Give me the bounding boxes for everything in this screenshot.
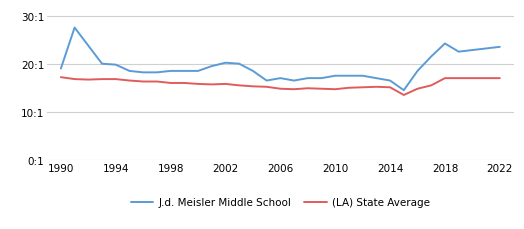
J.d. Meisler Middle School (264, 80, 270, 83)
J.d. Meisler Middle School (387, 80, 393, 83)
J.d. Meisler Middle School (195, 70, 201, 73)
(LA) State Average (195, 83, 201, 86)
(LA) State Average (126, 80, 133, 83)
(LA) State Average (168, 82, 174, 85)
J.d. Meisler Middle School (332, 75, 339, 78)
J.d. Meisler Middle School (401, 89, 407, 92)
(LA) State Average (58, 76, 64, 79)
J.d. Meisler Middle School (154, 72, 160, 74)
(LA) State Average (455, 77, 462, 80)
J.d. Meisler Middle School (428, 56, 434, 59)
J.d. Meisler Middle School (168, 70, 174, 73)
(LA) State Average (277, 88, 283, 91)
J.d. Meisler Middle School (373, 77, 379, 80)
J.d. Meisler Middle School (277, 77, 283, 80)
J.d. Meisler Middle School (140, 72, 146, 74)
(LA) State Average (99, 78, 105, 81)
J.d. Meisler Middle School (126, 70, 133, 73)
(LA) State Average (71, 78, 78, 81)
(LA) State Average (140, 81, 146, 84)
J.d. Meisler Middle School (304, 77, 311, 80)
J.d. Meisler Middle School (181, 70, 188, 73)
(LA) State Average (414, 88, 421, 91)
(LA) State Average (85, 79, 92, 82)
(LA) State Average (373, 86, 379, 89)
J.d. Meisler Middle School (99, 63, 105, 66)
J.d. Meisler Middle School (58, 68, 64, 71)
J.d. Meisler Middle School (113, 64, 119, 67)
(LA) State Average (113, 78, 119, 81)
(LA) State Average (304, 87, 311, 90)
J.d. Meisler Middle School (497, 46, 503, 49)
(LA) State Average (428, 85, 434, 87)
Legend: J.d. Meisler Middle School, (LA) State Average: J.d. Meisler Middle School, (LA) State A… (126, 193, 434, 211)
(LA) State Average (264, 86, 270, 89)
J.d. Meisler Middle School (209, 65, 215, 68)
J.d. Meisler Middle School (250, 70, 256, 73)
J.d. Meisler Middle School (359, 75, 366, 78)
J.d. Meisler Middle School (291, 80, 297, 83)
(LA) State Average (209, 84, 215, 86)
(LA) State Average (319, 88, 325, 91)
J.d. Meisler Middle School (346, 75, 352, 78)
J.d. Meisler Middle School (442, 43, 448, 46)
(LA) State Average (401, 94, 407, 97)
Line: (LA) State Average: (LA) State Average (61, 78, 500, 95)
(LA) State Average (250, 86, 256, 88)
(LA) State Average (387, 87, 393, 89)
(LA) State Average (442, 77, 448, 80)
J.d. Meisler Middle School (414, 70, 421, 73)
(LA) State Average (346, 87, 352, 90)
(LA) State Average (236, 85, 242, 87)
J.d. Meisler Middle School (222, 62, 228, 65)
(LA) State Average (332, 88, 339, 91)
J.d. Meisler Middle School (455, 51, 462, 54)
(LA) State Average (497, 77, 503, 80)
(LA) State Average (154, 81, 160, 84)
(LA) State Average (291, 88, 297, 91)
J.d. Meisler Middle School (236, 63, 242, 66)
J.d. Meisler Middle School (319, 77, 325, 80)
J.d. Meisler Middle School (71, 27, 78, 30)
(LA) State Average (359, 87, 366, 89)
Line: J.d. Meisler Middle School: J.d. Meisler Middle School (61, 28, 500, 91)
(LA) State Average (222, 83, 228, 86)
(LA) State Average (181, 82, 188, 85)
